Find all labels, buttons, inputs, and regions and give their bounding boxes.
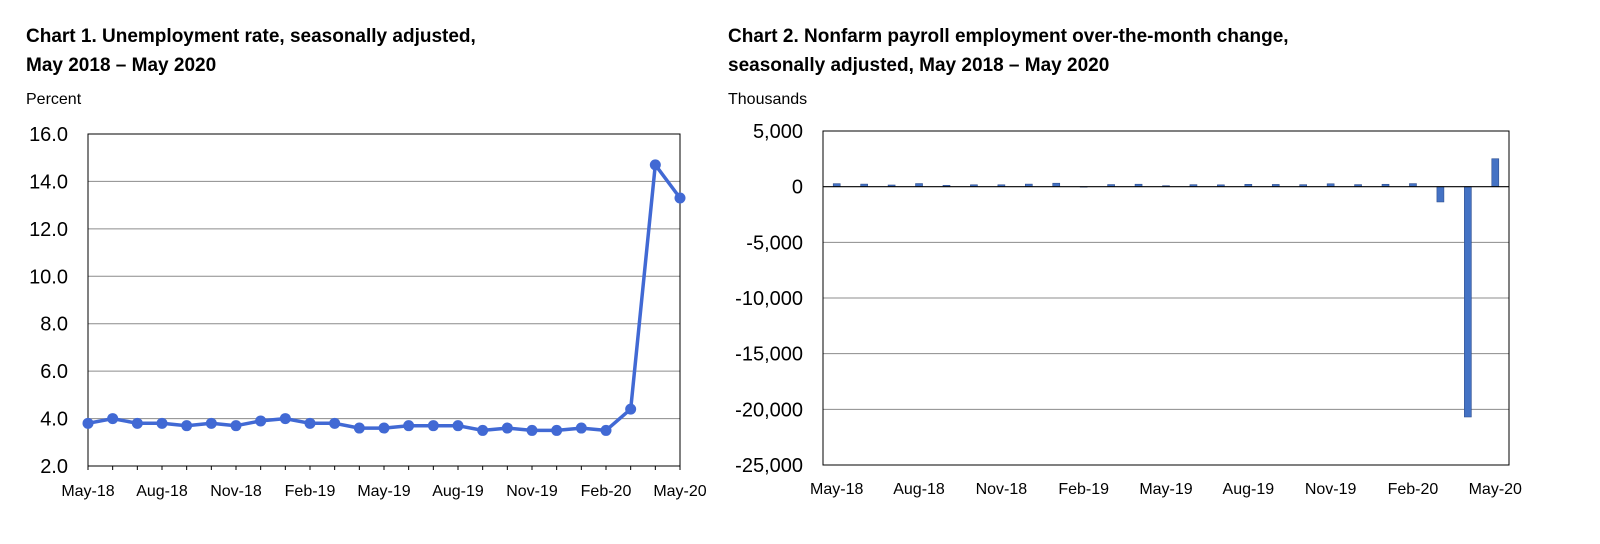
data-point: [501, 422, 513, 434]
data-point: [427, 420, 439, 432]
data-point: [477, 424, 489, 436]
y-tick-label: -10,000: [735, 288, 803, 310]
data-point: [353, 422, 365, 434]
data-point: [329, 417, 341, 429]
data-point: [452, 420, 464, 432]
data-point: [131, 417, 143, 429]
data-point: [205, 417, 217, 429]
data-point: [378, 422, 390, 434]
y-tick-label: 14.0: [29, 171, 68, 193]
payroll-change-chart: Chart 2. Nonfarm payroll employment over…: [720, 0, 1600, 544]
x-tick-label: Aug-18: [893, 481, 945, 498]
y-tick-label: 16.0: [29, 124, 68, 146]
x-tick-label: May-18: [810, 481, 863, 498]
data-point: [575, 422, 587, 434]
y-tick-label: 2.0: [40, 456, 68, 478]
y-tick-label: 0: [792, 177, 803, 199]
y-axis-unit-label: Thousands: [728, 91, 808, 108]
x-tick-label: Feb-19: [285, 483, 336, 500]
data-point: [156, 417, 168, 429]
line-plot: 16.0 14.0 12.0 10.0 8.0 6.0 4.0 2.0 May-18 Aug-18…: [29, 124, 707, 500]
data-point: [625, 403, 637, 415]
data-point: [551, 424, 563, 436]
x-tick-label: Aug-19: [432, 483, 484, 500]
bar: [1464, 186, 1472, 418]
x-tick-label: Aug-18: [136, 483, 188, 500]
data-point: [304, 417, 316, 429]
y-tick-label: -25,000: [735, 455, 803, 477]
x-tick-label: Nov-18: [976, 481, 1028, 498]
x-tick-label: May-20: [653, 483, 706, 500]
y-tick-label: -5,000: [746, 232, 803, 254]
y-tick-label: -15,000: [735, 344, 803, 366]
bar: [1436, 186, 1445, 203]
unemployment-rate-chart: Chart 1. Unemployment rate, seasonally a…: [0, 0, 720, 544]
x-tick-label: Nov-18: [210, 483, 262, 500]
y-tick-label: 5,000: [753, 121, 803, 143]
x-tick-label: May-19: [1139, 481, 1192, 498]
data-point: [526, 424, 538, 436]
data-point: [107, 413, 119, 425]
y-axis-unit-label: Percent: [26, 91, 82, 108]
y-tick-label: -20,000: [735, 399, 803, 421]
y-tick-label: 4.0: [40, 409, 68, 431]
data-point: [403, 420, 415, 432]
plot-frame: [822, 130, 1510, 466]
x-tick-label: Nov-19: [506, 483, 558, 500]
y-tick-label: 12.0: [29, 219, 68, 241]
unemployment-rate-line: [87, 163, 682, 433]
x-tick-label: Aug-19: [1223, 481, 1275, 498]
x-tick-label: Nov-19: [1305, 481, 1357, 498]
chart-title: Chart 2. Nonfarm payroll employment over…: [728, 22, 1289, 80]
data-point: [674, 192, 686, 204]
bar: [1491, 158, 1500, 187]
data-point: [82, 417, 94, 429]
x-tick-label: Feb-20: [581, 483, 632, 500]
x-tick-label: Feb-20: [1388, 481, 1439, 498]
plot-frame: [87, 133, 681, 467]
y-tick-label: 8.0: [40, 314, 68, 336]
y-tick-label: 10.0: [29, 266, 68, 288]
y-tick-label: 6.0: [40, 361, 68, 383]
chart-title-line-1: Chart 2. Nonfarm payroll employment over…: [728, 26, 1289, 47]
x-tick-label: May-20: [1469, 481, 1522, 498]
x-tick-label: Feb-19: [1058, 481, 1109, 498]
chart-title-line-1: Chart 1. Unemployment rate, seasonally a…: [26, 26, 476, 47]
data-point: [279, 413, 291, 425]
data-point: [230, 420, 242, 432]
x-tick-label: May-18: [61, 483, 114, 500]
data-point: [181, 420, 193, 432]
data-point: [649, 159, 661, 171]
chart-title: Chart 1. Unemployment rate, seasonally a…: [26, 22, 476, 80]
chart-title-line-2: May 2018 – May 2020: [26, 55, 217, 76]
data-point: [600, 424, 612, 436]
x-tick-label: May-19: [357, 483, 410, 500]
chart-title-line-2: seasonally adjusted, May 2018 – May 2020: [728, 55, 1110, 76]
bar-plot: 5,000 0 -5,000 -10,000 -15,000 -20,000 -25,000…: [735, 121, 1522, 498]
data-point: [255, 415, 267, 427]
